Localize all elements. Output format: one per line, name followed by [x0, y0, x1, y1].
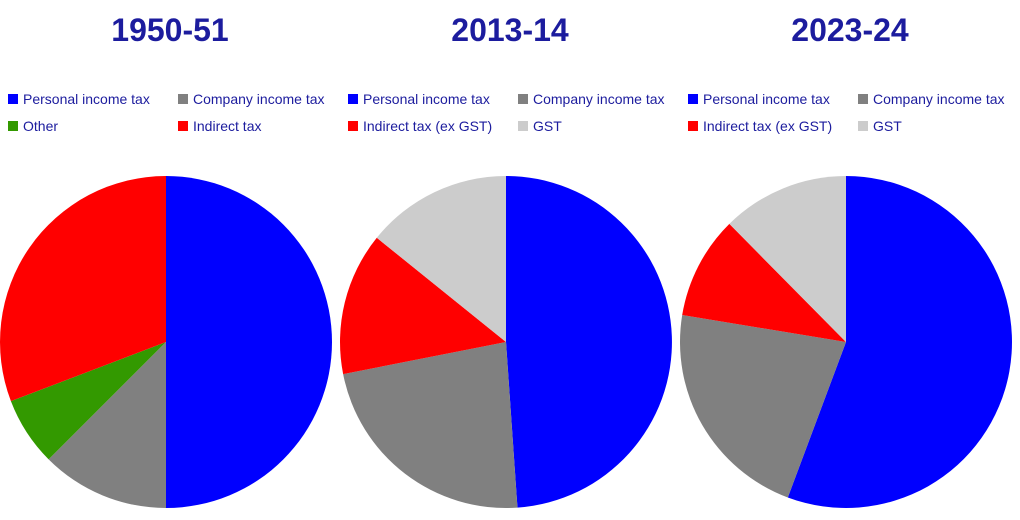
legend-label: Indirect tax (ex GST) [703, 118, 833, 134]
legend-label: Company income tax [193, 91, 325, 107]
legend-swatch-icon [518, 121, 528, 131]
pie-slice [787, 176, 1012, 509]
legend-label: Indirect tax (ex GST) [363, 118, 493, 134]
legend-swatch-icon [348, 121, 358, 131]
legend-swatch-icon [178, 94, 188, 104]
pie-slice [729, 176, 846, 342]
legend-item: Personal income tax [688, 90, 858, 108]
pie-slice [10, 342, 167, 460]
legend-swatch-icon [858, 94, 868, 104]
chart-legend: Personal income tax Company income tax Oth… [8, 90, 336, 135]
legend-label: GST [533, 118, 562, 134]
legend-label: GST [873, 118, 902, 134]
legend-label: Company income tax [533, 91, 665, 107]
chart-2013-14: 2013-14 Personal income tax Company incom… [340, 0, 680, 520]
legend-label: Indirect tax [193, 118, 262, 134]
legend-item: GST [858, 117, 1016, 135]
pie-slice [682, 223, 846, 342]
pie-slice [343, 342, 518, 508]
legend-label: Company income tax [873, 91, 1005, 107]
legend-label: Personal income tax [23, 91, 150, 107]
legend-item: Company income tax [518, 90, 676, 108]
chart-legend: Personal income tax Company income tax Ind… [688, 90, 1016, 135]
pie-slice [166, 176, 332, 508]
chart-title-1950-51: 1950-51 [111, 12, 229, 48]
legend-item: Indirect tax (ex GST) [688, 117, 858, 135]
pie-chart [0, 176, 332, 508]
legend-label: Personal income tax [703, 91, 830, 107]
legend-item: Indirect tax [178, 117, 336, 135]
pie-slice [0, 176, 167, 402]
pie-slice [680, 315, 846, 498]
legend-swatch-icon [688, 94, 698, 104]
chart-1950-51: 1950-51 Personal income tax Company incom… [0, 0, 340, 520]
chart-2023-24: 2023-24 Personal income tax Company incom… [680, 0, 1020, 520]
legend-swatch-icon [858, 121, 868, 131]
pie-chart [340, 176, 672, 508]
chart-title-2013-14: 2013-14 [451, 12, 569, 48]
legend-swatch-icon [8, 94, 18, 104]
pie-slice [376, 176, 506, 342]
legend-swatch-icon [348, 94, 358, 104]
legend-label: Other [23, 118, 59, 134]
chart-title-2023-24: 2023-24 [791, 12, 909, 48]
legend-item: Other [8, 117, 178, 135]
legend-item: Personal income tax [348, 90, 518, 108]
legend-item: Company income tax [178, 90, 336, 108]
legend-label: Personal income tax [363, 91, 490, 107]
legend-swatch-icon [178, 121, 188, 131]
chart-legend: Personal income tax Company income tax Ind… [348, 90, 676, 135]
legend-swatch-icon [688, 121, 698, 131]
legend-item: Personal income tax [8, 90, 178, 108]
pie-slice [340, 237, 506, 375]
legend-swatch-icon [518, 94, 528, 104]
legend-swatch-icon [8, 121, 18, 131]
legend-item: Company income tax [858, 90, 1016, 108]
pie-chart [680, 176, 1012, 509]
legend-item: Indirect tax (ex GST) [348, 117, 518, 135]
legend-item: GST [518, 117, 676, 135]
pie-slice [48, 342, 167, 508]
pie-slice [506, 176, 672, 508]
